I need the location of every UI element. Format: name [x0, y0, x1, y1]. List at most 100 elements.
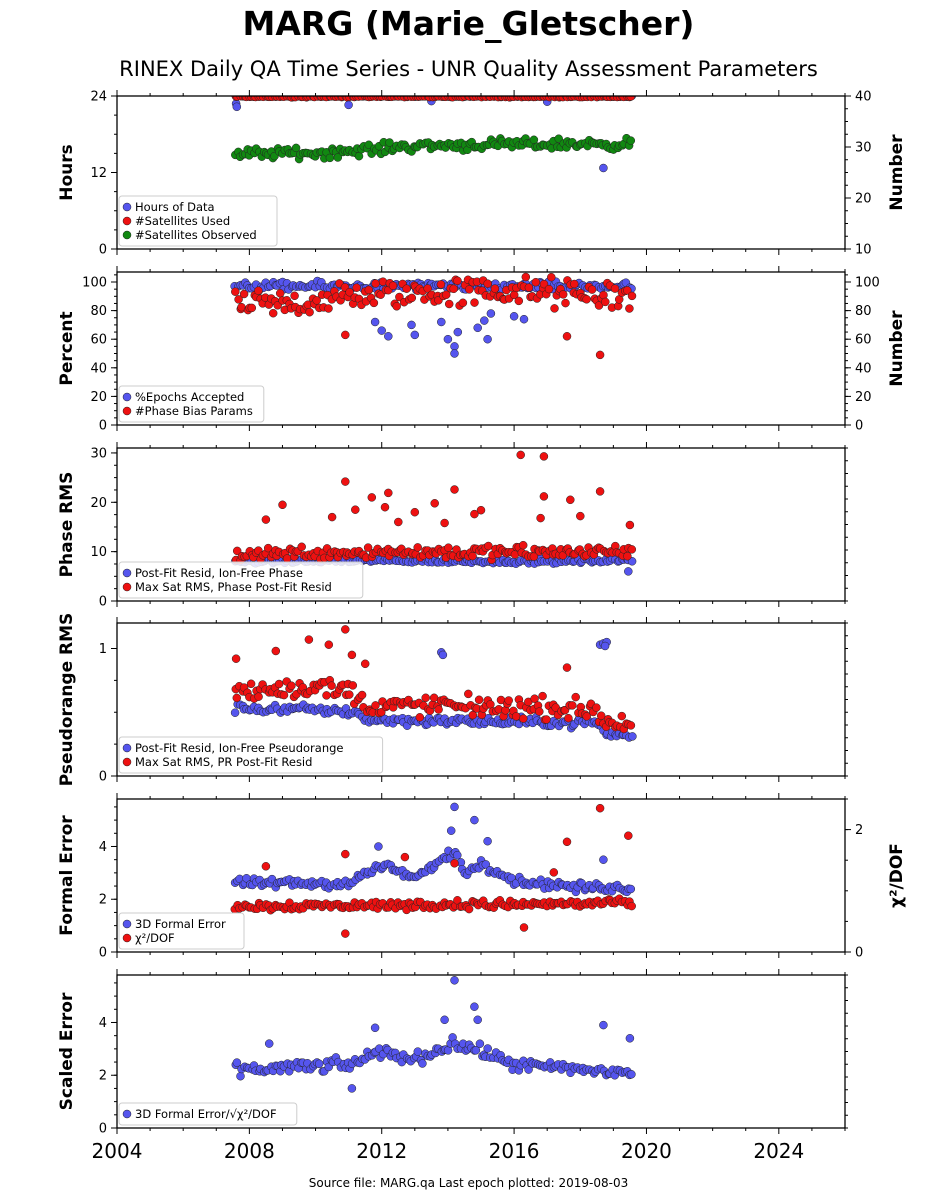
panel-percent: 0 20 40 60 80 100 0 20 40 60 80 100 Percent Number %Ep…: [57, 266, 907, 434]
data-point: [587, 285, 597, 294]
y-tick-label: 0: [99, 419, 107, 434]
outlier-point: [400, 852, 410, 862]
data-point: [385, 138, 394, 147]
data-point: [230, 708, 240, 717]
outlier-point: [595, 487, 605, 496]
x-tick-label: 2008: [224, 1139, 275, 1163]
right-y-tick-label: 20: [855, 390, 872, 405]
series-hours-2: [231, 133, 636, 164]
data-point: [413, 543, 422, 552]
outlier-point: [440, 1015, 449, 1025]
panel-pseudorange-y-ticks: 01: [99, 642, 117, 785]
data-point: [568, 701, 577, 710]
data-point: [236, 1071, 245, 1081]
data-point: [627, 291, 637, 301]
data-point: [524, 1065, 533, 1074]
data-point: [232, 546, 242, 556]
outlier-point: [440, 518, 449, 528]
data-point: [421, 693, 430, 703]
outlier-point: [341, 330, 350, 340]
panel-scaled-right-minor: [845, 974, 848, 1129]
legend-marker: [122, 392, 132, 402]
outlier-point: [450, 802, 459, 812]
right-y-tick-label: 100: [855, 276, 880, 291]
panel-percent-ylabel: Percent: [57, 311, 77, 385]
data-point: [538, 691, 547, 701]
data-point: [312, 296, 321, 305]
panel-scaled-points: [231, 976, 636, 1093]
outlier-point: [599, 855, 608, 864]
panel-phase-x-ticks: [116, 442, 846, 607]
panel-formal-right-ylabel: χ²/DOF: [887, 843, 907, 908]
panel-percent-right-y-ticks: 0 20 40 60 80 100: [845, 274, 880, 434]
legend-marker: [122, 406, 132, 416]
outlier-point: [516, 450, 525, 460]
outlier-point: [625, 1034, 635, 1043]
legend-box: [118, 1102, 298, 1126]
data-point: [345, 287, 354, 297]
panel-hours-right-y-ticks: 10 20 30 40: [845, 90, 872, 258]
data-point: [596, 711, 606, 720]
right-y-tick-label: 40: [855, 361, 872, 376]
outlier-point: [341, 849, 350, 859]
outlier-point: [483, 836, 492, 846]
data-point: [449, 284, 458, 294]
panel-percent-points: [230, 272, 637, 360]
outlier-point: [450, 349, 459, 358]
outlier-point: [384, 488, 393, 498]
outlier-point: [271, 646, 281, 656]
outlier-point: [599, 163, 608, 173]
y-tick-label: 24: [90, 90, 107, 105]
data-point: [483, 279, 492, 288]
outlier-point: [261, 862, 271, 871]
outlier-point: [470, 1002, 479, 1011]
legend-label: 3D Formal Error/√χ²/DOF: [135, 1107, 277, 1121]
panel-hours-ylabel: Hours: [57, 144, 77, 201]
outlier-point: [264, 1039, 274, 1048]
panel-phase-right-minor: [845, 447, 848, 602]
data-point: [325, 153, 335, 163]
data-point: [423, 284, 432, 293]
series-percent-1: [231, 272, 637, 360]
outlier-point: [327, 512, 337, 522]
outlier-point: [380, 502, 390, 512]
data-point: [268, 308, 278, 318]
outlier-point: [476, 505, 486, 515]
y-tick-label: 4: [99, 840, 107, 855]
outlier-point: [539, 492, 549, 501]
series-pseudorange-0: [230, 637, 637, 742]
data-point: [305, 307, 314, 317]
outlier-point: [370, 1023, 380, 1033]
outlier-point: [600, 641, 610, 651]
series-formal-1: [230, 803, 636, 938]
data-point: [371, 279, 380, 288]
y-tick-label: 4: [99, 1016, 107, 1031]
data-point: [239, 289, 249, 299]
legend-marker: [122, 202, 132, 212]
data-point: [413, 1047, 423, 1056]
outlier-point: [519, 314, 529, 324]
panel-hours-x-ticks: [116, 90, 846, 255]
data-point: [544, 284, 554, 294]
data-point: [324, 304, 333, 313]
data-point: [530, 694, 539, 703]
legend-box: [118, 195, 278, 247]
data-point: [254, 692, 263, 701]
data-point: [610, 284, 620, 293]
x-tick-label: 2004: [92, 1139, 143, 1163]
y-tick-label: 80: [90, 304, 107, 319]
right-y-tick-label: 10: [855, 243, 872, 258]
data-point: [519, 714, 528, 723]
data-point: [402, 284, 411, 293]
data-point: [518, 540, 528, 550]
outlier-point: [231, 654, 241, 663]
data-point: [388, 281, 398, 290]
data-point: [471, 1046, 481, 1055]
outlier-point: [480, 316, 489, 325]
data-point: [287, 681, 296, 690]
outlier-point: [473, 323, 482, 333]
legend-label: Post-Fit Resid, Ion-Free Pseudorange: [135, 741, 343, 755]
data-point: [550, 304, 559, 313]
panel-pseudorange-legend: Post-Fit Resid, Ion-Free PseudorangeMax …: [118, 736, 384, 774]
